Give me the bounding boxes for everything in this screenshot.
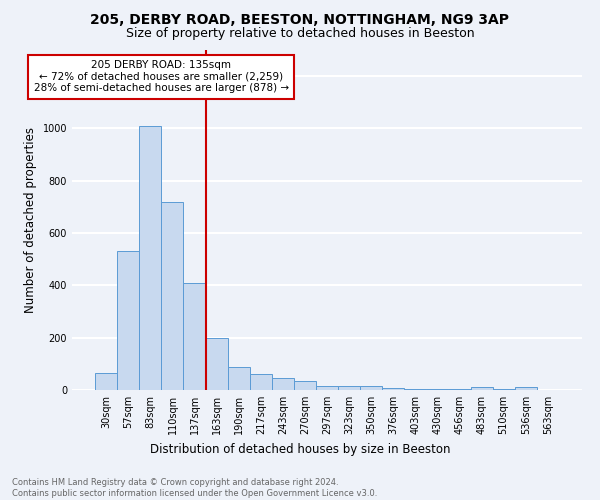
Bar bbox=[316, 386, 338, 390]
Bar bbox=[95, 373, 117, 390]
Bar bbox=[250, 374, 272, 390]
Text: 205 DERBY ROAD: 135sqm
← 72% of detached houses are smaller (2,259)
28% of semi-: 205 DERBY ROAD: 135sqm ← 72% of detached… bbox=[34, 60, 289, 94]
Bar bbox=[294, 382, 316, 390]
Bar bbox=[272, 378, 294, 390]
Bar bbox=[161, 202, 184, 390]
Bar bbox=[184, 283, 206, 390]
Bar bbox=[382, 388, 404, 390]
Bar bbox=[139, 126, 161, 390]
Bar bbox=[360, 386, 382, 390]
Text: 205, DERBY ROAD, BEESTON, NOTTINGHAM, NG9 3AP: 205, DERBY ROAD, BEESTON, NOTTINGHAM, NG… bbox=[91, 12, 509, 26]
Bar bbox=[470, 386, 493, 390]
Bar bbox=[227, 367, 250, 390]
Text: Distribution of detached houses by size in Beeston: Distribution of detached houses by size … bbox=[150, 442, 450, 456]
Bar bbox=[448, 389, 470, 390]
Text: Size of property relative to detached houses in Beeston: Size of property relative to detached ho… bbox=[125, 28, 475, 40]
Bar bbox=[515, 386, 537, 390]
Bar bbox=[206, 338, 227, 390]
Bar bbox=[117, 252, 139, 390]
Y-axis label: Number of detached properties: Number of detached properties bbox=[24, 127, 37, 313]
Bar bbox=[427, 389, 448, 390]
Bar bbox=[404, 388, 427, 390]
Bar bbox=[338, 386, 360, 390]
Text: Contains HM Land Registry data © Crown copyright and database right 2024.
Contai: Contains HM Land Registry data © Crown c… bbox=[12, 478, 377, 498]
